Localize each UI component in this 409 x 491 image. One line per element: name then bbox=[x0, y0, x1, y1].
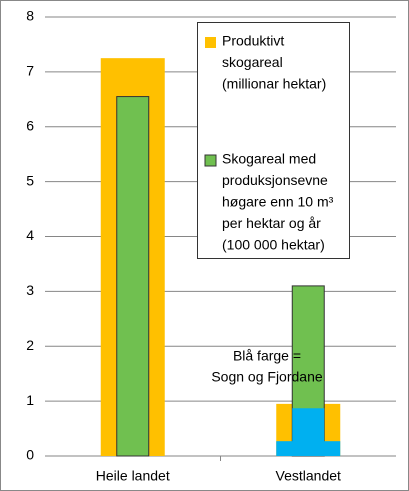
x-tick-label: Vestlandet bbox=[276, 468, 341, 484]
legend-swatch bbox=[205, 37, 216, 48]
y-tick-label: 8 bbox=[26, 8, 34, 24]
y-tick-label: 5 bbox=[26, 172, 34, 188]
legend-box bbox=[197, 22, 350, 259]
y-tick-label: 3 bbox=[26, 282, 34, 298]
bar bbox=[116, 96, 150, 457]
legend-label: Produktivt bbox=[222, 33, 284, 49]
legend-label: (100 000 hektar) bbox=[222, 237, 325, 253]
legend-swatch bbox=[204, 154, 217, 167]
legend-label: skogareal bbox=[222, 54, 283, 70]
x-tick-label: Heile landet bbox=[96, 468, 170, 484]
annotation: Sogn og Fjordane bbox=[211, 369, 323, 385]
legend-label: produksjonsevne bbox=[222, 172, 328, 188]
y-tick-label: 1 bbox=[26, 392, 34, 408]
y-tick-label: 2 bbox=[26, 337, 34, 353]
legend-label: høgare enn 10 m³ bbox=[222, 194, 334, 210]
y-tick-label: 7 bbox=[26, 63, 34, 79]
annotation: Blå farge = bbox=[233, 348, 301, 364]
legend-label: (millionar hektar) bbox=[222, 76, 326, 92]
legend-label: Skogareal med bbox=[222, 151, 316, 167]
bar bbox=[292, 408, 325, 456]
y-tick-label: 6 bbox=[26, 117, 34, 133]
y-tick-label: 4 bbox=[26, 227, 34, 243]
legend-label: per hektar og år bbox=[222, 215, 321, 231]
y-tick-label: 0 bbox=[26, 447, 34, 463]
